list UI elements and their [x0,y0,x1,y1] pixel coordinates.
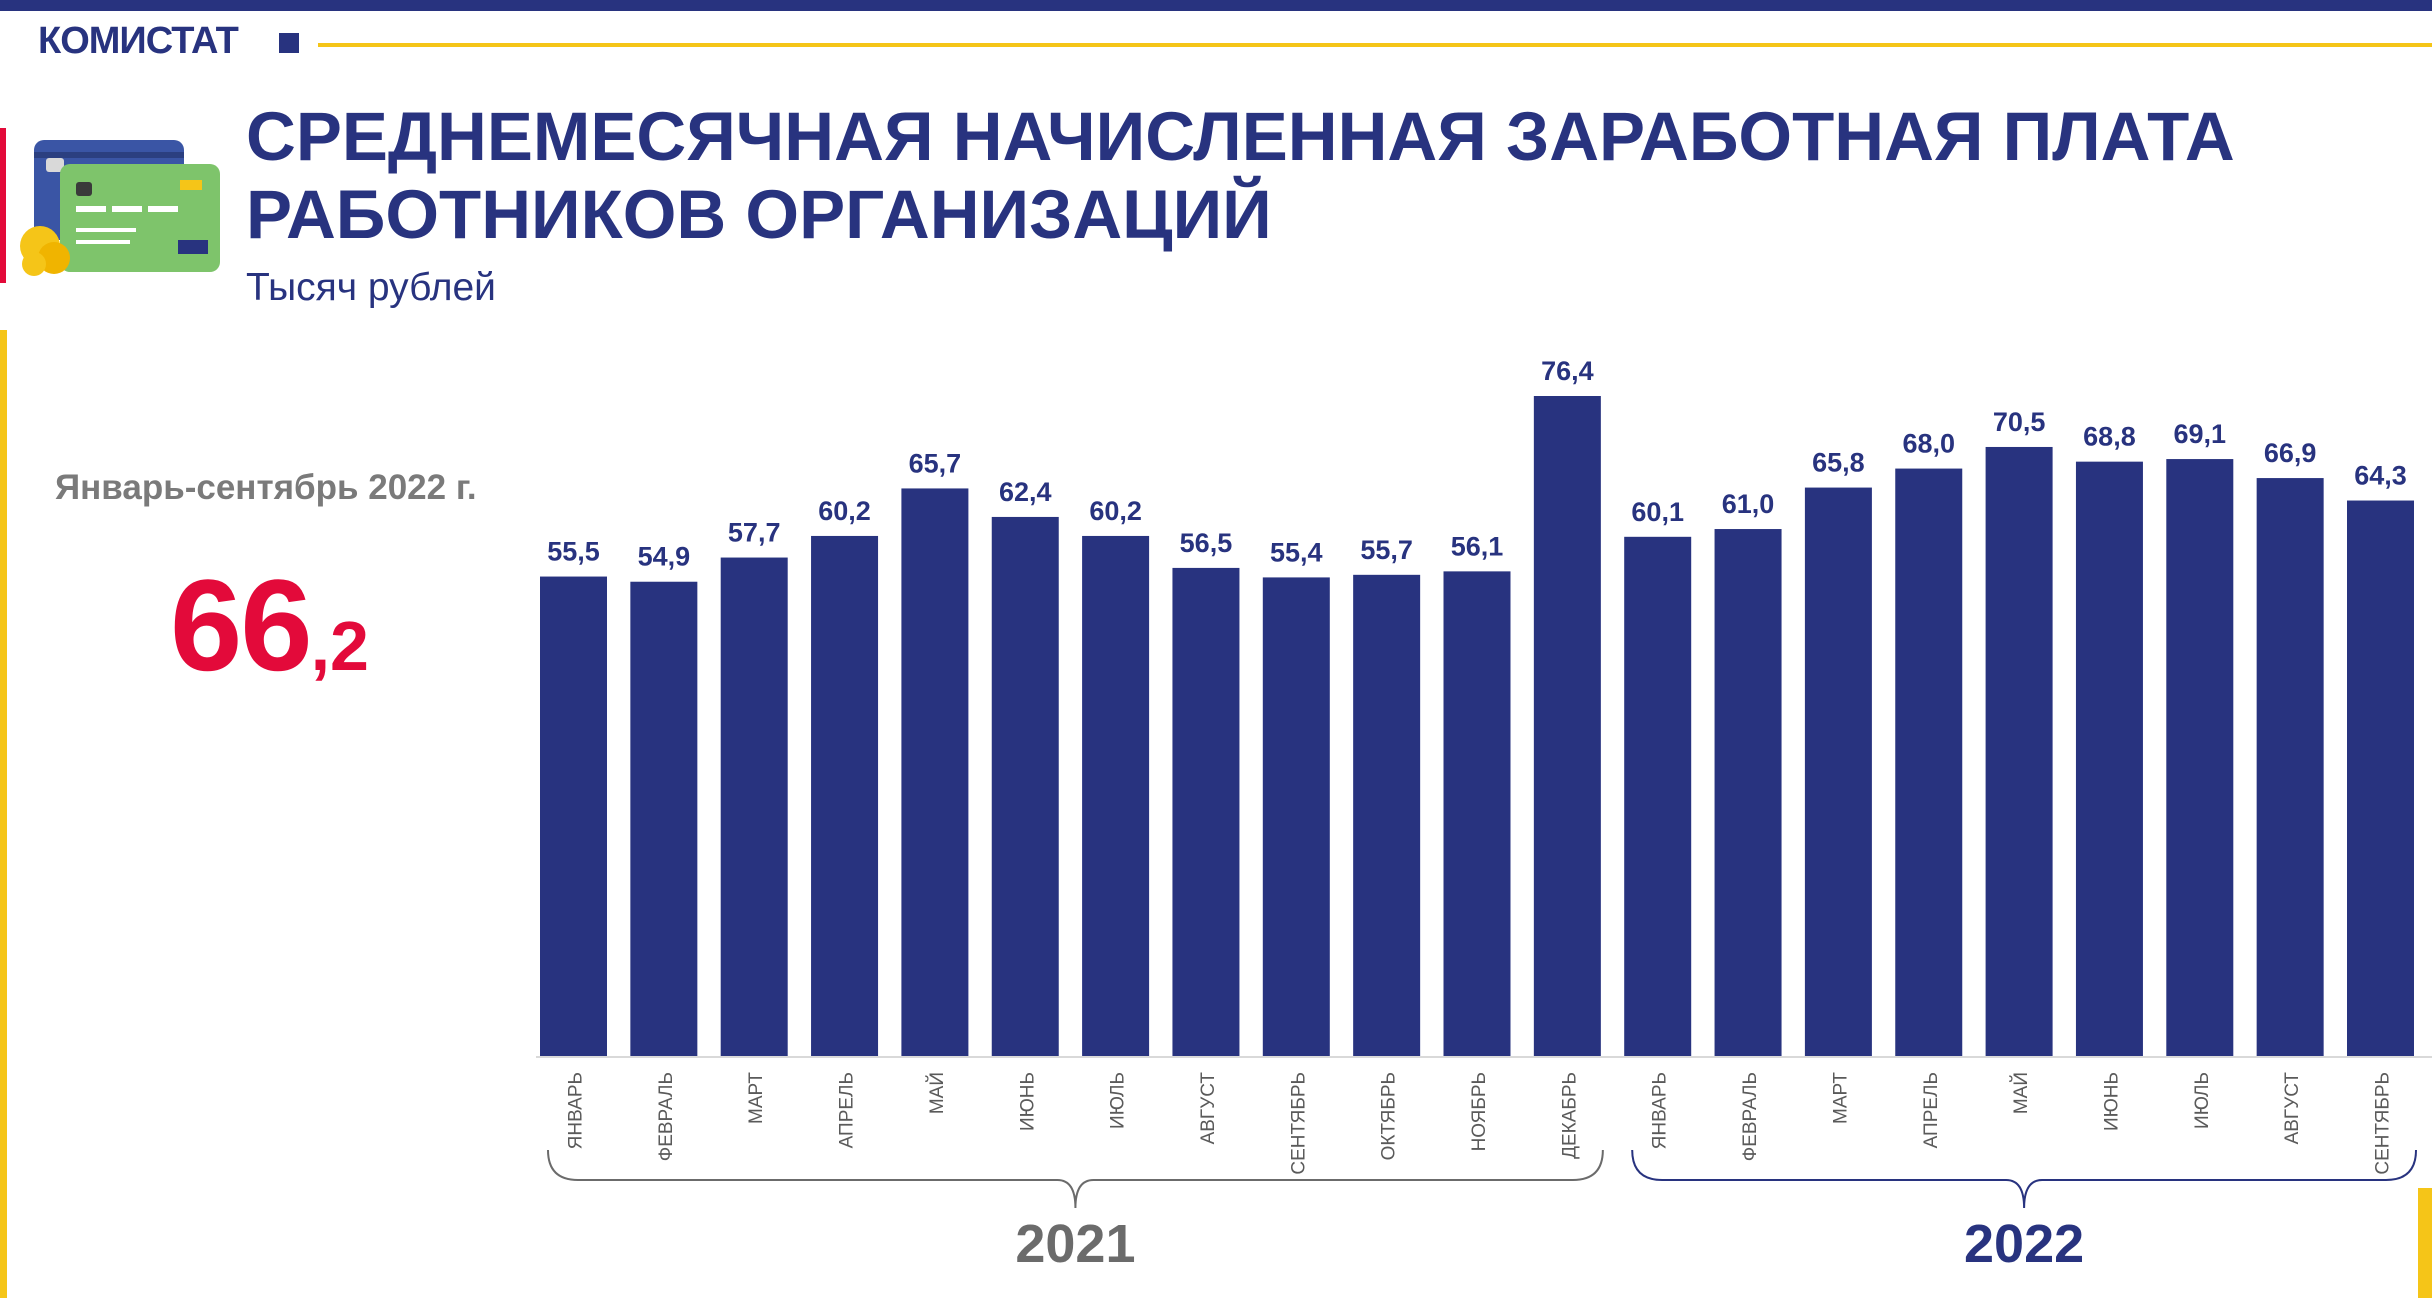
credit-cards-icon [20,140,220,276]
bar [1443,571,1511,1056]
month-tick-label: ОКТЯБРЬ [1379,1072,1400,1160]
month-tick-label: НОЯБРЬ [1469,1072,1490,1151]
title-line-2: РАБОТНИКОВ ОРГАНИЗАЦИЙ [246,176,1272,253]
bar-value-label: 55,5 [547,537,600,567]
bar [540,576,607,1056]
yellow-corner-accent [2418,1188,2432,1298]
month-tick-label: АПРЕЛЬ [1921,1072,1942,1148]
summary-value-fraction: ,2 [310,607,369,685]
red-side-accent [0,128,6,283]
units-subtitle: Тысяч рублей [246,266,496,309]
bar-value-label: 57,7 [728,518,781,548]
bar-value-label: 60,1 [1631,497,1684,527]
bar-value-label: 60,2 [1089,496,1142,526]
summary-value-integer: 66 [170,552,313,698]
bar-value-label: 65,7 [909,448,962,478]
bar [720,557,788,1056]
summary-period-label: Январь-сентябрь 2022 г. [55,468,477,507]
year-label-2022: 2022 [1964,1214,2084,1274]
top-accent-bar [0,0,2432,11]
bar [2256,478,2324,1056]
year-bracket-2021 [547,1149,1604,1209]
green-card-icon [60,164,220,272]
yellow-side-accent [0,330,7,1298]
bar [811,535,879,1056]
month-tick-label: ФЕВРАЛЬ [1740,1072,1761,1161]
bar [2075,461,2143,1057]
bar-value-label: 56,5 [1180,528,1233,558]
month-tick-label: МАРТ [1830,1072,1851,1124]
brand-divider-line [318,43,2432,47]
bar [2347,500,2414,1056]
month-tick-label: ЯНВАРЬ [1650,1072,1671,1149]
bar [1714,529,1782,1056]
bar [991,516,1059,1056]
month-tick-label: ЯНВАРЬ [566,1072,587,1149]
month-tick-label: СЕНТЯБРЬ [1288,1072,1309,1175]
title-line-1: СРЕДНЕМЕСЯЧНАЯ НАЧИСЛЕННАЯ ЗАРАБОТНАЯ ПЛ… [246,98,2235,175]
bar [1262,577,1330,1056]
month-tick-label: АВГУСТ [1198,1072,1219,1145]
bar [1533,396,1601,1056]
bar-value-label: 54,9 [638,542,691,572]
month-tick-label: ИЮНЬ [2101,1072,2122,1131]
bar-value-label: 64,3 [2354,461,2407,491]
bar [1985,446,2053,1056]
month-tick-label: АПРЕЛЬ [837,1072,858,1148]
coins-icon [20,226,70,276]
bar [1082,535,1150,1056]
brand-square-mark [279,33,299,53]
bar [1172,567,1240,1056]
month-tick-label: МАЙ [2010,1072,2032,1114]
bar-value-label: 55,7 [1360,535,1413,565]
month-tick-label: АВГУСТ [2282,1072,2303,1145]
bar-value-label: 68,8 [2083,422,2136,452]
bar-value-label: 62,4 [999,477,1052,507]
month-tick-label: МАРТ [746,1072,767,1124]
bar-value-label: 70,5 [1993,407,2046,437]
month-tick-label: ИЮЛЬ [2192,1072,2213,1129]
bar-value-label: 65,8 [1812,448,1865,478]
year-label-2021: 2021 [1015,1214,1135,1274]
bar-value-label: 60,2 [818,496,871,526]
month-tick-label: МАЙ [926,1072,948,1114]
bar-value-label: 68,0 [1902,429,1955,459]
month-tick-label: СЕНТЯБРЬ [2373,1072,2394,1175]
brand-name: КОМИСТАТ [38,20,239,62]
bar [1353,574,1421,1056]
bar [2166,459,2234,1056]
bar-value-label: 76,4 [1541,356,1594,386]
month-tick-label: ИЮЛЬ [1108,1072,1129,1129]
month-tick-label: ИЮНЬ [1017,1072,1038,1131]
page-title: СРЕДНЕМЕСЯЧНАЯ НАЧИСЛЕННАЯ ЗАРАБОТНАЯ ПЛ… [246,98,2235,254]
summary-value: 66,2 [170,550,369,700]
year-bracket-2022 [1631,1149,2417,1209]
month-tick-label: ДЕКАБРЬ [1559,1072,1580,1159]
bar [1895,468,1963,1057]
bar-value-label: 61,0 [1722,489,1775,519]
bar [901,488,969,1056]
bar [630,581,698,1056]
bar [1624,536,1692,1056]
bar-value-label: 55,4 [1270,537,1323,567]
month-tick-label: ФЕВРАЛЬ [656,1072,677,1161]
bar-value-label: 66,9 [2264,438,2317,468]
bar-value-label: 69,1 [2174,419,2227,449]
bar-value-label: 56,1 [1451,531,1504,561]
bar [1804,487,1872,1056]
